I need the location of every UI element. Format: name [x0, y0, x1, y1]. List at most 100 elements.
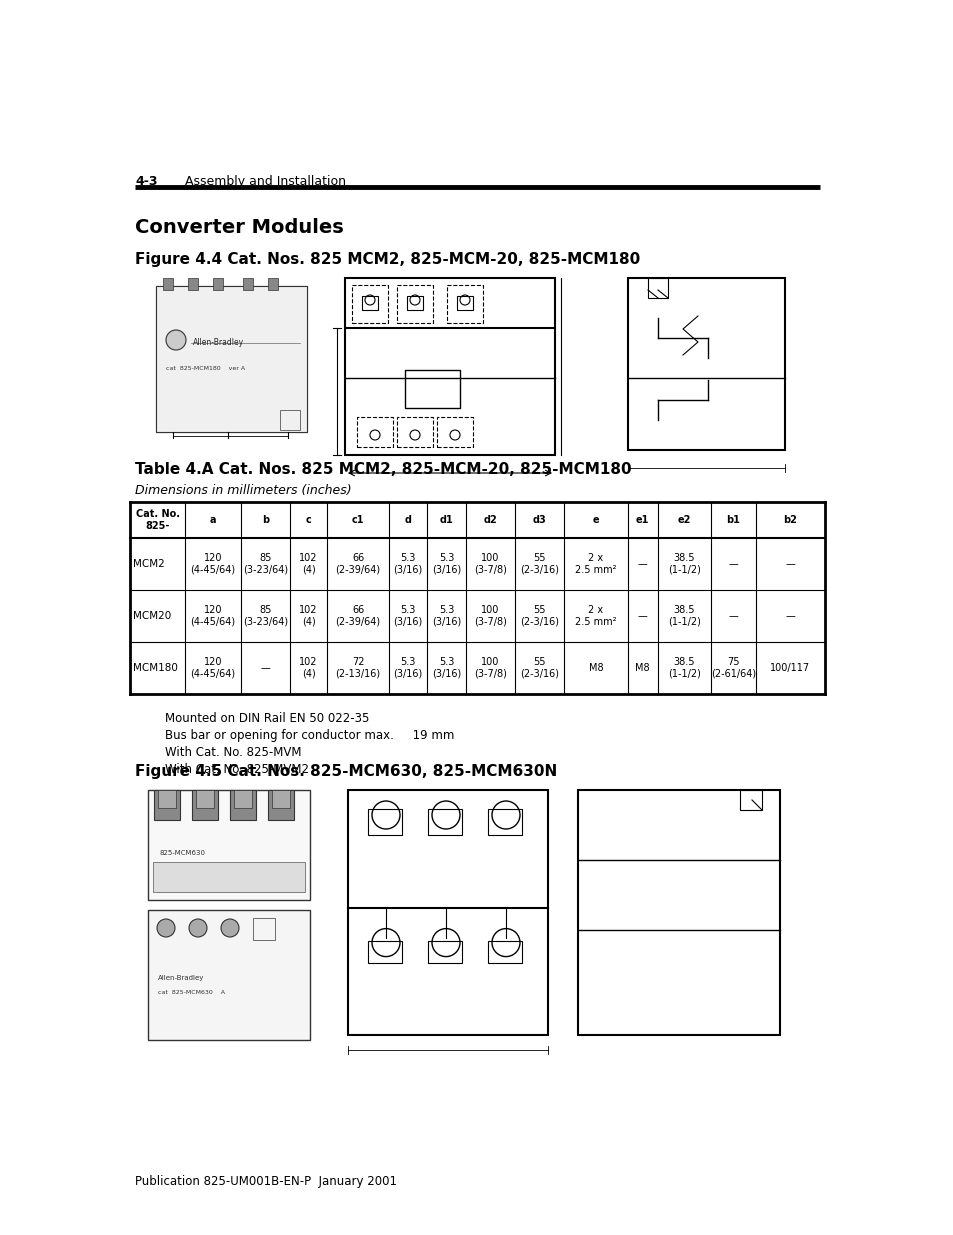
Text: Figure 4.5 Cat. Nos. 825-MCM630, 825-MCM630N: Figure 4.5 Cat. Nos. 825-MCM630, 825-MCM… [135, 764, 557, 779]
Text: 100
(3-7/8): 100 (3-7/8) [474, 605, 506, 627]
Text: 5.3
(3/16): 5.3 (3/16) [432, 553, 460, 574]
Bar [456, 296, 473, 310]
Text: —: — [728, 559, 738, 569]
Text: c1: c1 [352, 515, 364, 525]
Bar [233, 790, 252, 808]
Text: e2: e2 [677, 515, 690, 525]
Text: Dimensions in millimeters (inches): Dimensions in millimeters (inches) [135, 484, 352, 496]
Bar [396, 417, 433, 447]
Bar [253, 918, 274, 940]
Text: With Cat. No. 825-MVM: With Cat. No. 825-MVM [165, 746, 301, 760]
Text: MCM2: MCM2 [132, 559, 165, 569]
Bar [447, 285, 482, 324]
Text: 5.3
(3/16): 5.3 (3/16) [432, 605, 460, 627]
Bar [156, 287, 307, 432]
Bar [647, 278, 667, 298]
Bar [188, 278, 198, 290]
Text: M8: M8 [635, 663, 649, 673]
Text: 4-3: 4-3 [135, 175, 157, 188]
Text: 100
(3-7/8): 100 (3-7/8) [474, 553, 506, 574]
Bar [195, 790, 213, 808]
Text: 2 x
2.5 mm²: 2 x 2.5 mm² [575, 553, 616, 574]
Text: Figure 4.4 Cat. Nos. 825 MCM2, 825-MCM-20, 825-MCM180: Figure 4.4 Cat. Nos. 825 MCM2, 825-MCM-2… [135, 252, 639, 267]
Bar [345, 278, 555, 454]
Text: —: — [260, 663, 270, 673]
Text: 55
(2-3/16): 55 (2-3/16) [519, 657, 558, 679]
Bar [272, 790, 290, 808]
Bar [158, 790, 175, 808]
Text: 55
(2-3/16): 55 (2-3/16) [519, 553, 558, 574]
Text: 85
(3-23/64): 85 (3-23/64) [243, 605, 288, 627]
Text: e1: e1 [636, 515, 649, 525]
Bar [148, 790, 310, 900]
Text: MCM20: MCM20 [132, 611, 172, 621]
Text: d1: d1 [439, 515, 453, 525]
Bar [153, 790, 180, 820]
Text: a: a [210, 515, 216, 525]
Text: 102
(4): 102 (4) [299, 553, 317, 574]
Text: 2 x
2.5 mm²: 2 x 2.5 mm² [575, 605, 616, 627]
Bar [740, 790, 761, 810]
Bar [428, 941, 461, 962]
Text: d3: d3 [532, 515, 546, 525]
Bar [156, 287, 307, 432]
Text: c: c [305, 515, 311, 525]
Bar [488, 809, 521, 835]
Text: b1: b1 [725, 515, 740, 525]
Text: —: — [728, 611, 738, 621]
Bar [268, 278, 277, 290]
Text: Allen-Bradley: Allen-Bradley [193, 338, 244, 347]
Text: Publication 825-UM001B-EN-P  January 2001: Publication 825-UM001B-EN-P January 2001 [135, 1174, 396, 1188]
Text: 100
(3-7/8): 100 (3-7/8) [474, 657, 506, 679]
Text: e: e [592, 515, 598, 525]
Bar [356, 417, 393, 447]
Bar [280, 410, 299, 430]
Text: 38.5
(1-1/2): 38.5 (1-1/2) [667, 657, 700, 679]
Text: 5.3
(3/16): 5.3 (3/16) [394, 657, 422, 679]
Bar [230, 790, 255, 820]
Text: Mounted on DIN Rail EN 50 022-35: Mounted on DIN Rail EN 50 022-35 [165, 713, 369, 725]
Circle shape [221, 919, 239, 937]
Text: Allen-Bradley: Allen-Bradley [158, 974, 204, 981]
Bar [213, 278, 223, 290]
Bar [152, 862, 305, 892]
Bar [348, 790, 547, 1035]
Text: 120
(4-45/64): 120 (4-45/64) [191, 605, 235, 627]
Bar [488, 941, 521, 962]
Text: 55
(2-3/16): 55 (2-3/16) [519, 605, 558, 627]
Bar [428, 809, 461, 835]
Text: —: — [638, 559, 647, 569]
Text: b: b [261, 515, 269, 525]
Text: 5.3
(3/16): 5.3 (3/16) [394, 605, 422, 627]
Bar [578, 790, 780, 1035]
Text: 5.3
(3/16): 5.3 (3/16) [394, 553, 422, 574]
Bar [268, 790, 294, 820]
Text: 72
(2-13/16): 72 (2-13/16) [335, 657, 380, 679]
Bar [396, 285, 433, 324]
Bar [163, 278, 172, 290]
Text: MCM180: MCM180 [132, 663, 177, 673]
Bar [627, 278, 784, 450]
Bar [192, 790, 218, 820]
Text: 102
(4): 102 (4) [299, 657, 317, 679]
Circle shape [157, 919, 174, 937]
Bar [243, 278, 253, 290]
Text: With Cat. No. 825-MVM2: With Cat. No. 825-MVM2 [165, 763, 309, 776]
Text: 66
(2-39/64): 66 (2-39/64) [335, 605, 380, 627]
Bar [368, 941, 401, 962]
Text: Bus bar or opening for conductor max.     19 mm: Bus bar or opening for conductor max. 19… [165, 729, 454, 742]
Text: 85
(3-23/64): 85 (3-23/64) [243, 553, 288, 574]
Text: —: — [638, 611, 647, 621]
Text: M8: M8 [588, 663, 602, 673]
Text: —: — [784, 559, 795, 569]
Circle shape [189, 919, 207, 937]
Text: Assembly and Installation: Assembly and Installation [185, 175, 346, 188]
Text: 75
(2-61/64): 75 (2-61/64) [710, 657, 755, 679]
Text: cat  825-MCM630    A: cat 825-MCM630 A [158, 990, 225, 995]
Bar [352, 285, 388, 324]
Text: Cat. No.
825-: Cat. No. 825- [135, 509, 179, 531]
Text: Table 4.A Cat. Nos. 825 MCM2, 825-MCM-20, 825-MCM180: Table 4.A Cat. Nos. 825 MCM2, 825-MCM-20… [135, 462, 631, 477]
Text: 825-MCM630: 825-MCM630 [160, 850, 206, 856]
Text: cat  825-MCM180    ver A: cat 825-MCM180 ver A [166, 366, 245, 370]
Text: Converter Modules: Converter Modules [135, 219, 343, 237]
